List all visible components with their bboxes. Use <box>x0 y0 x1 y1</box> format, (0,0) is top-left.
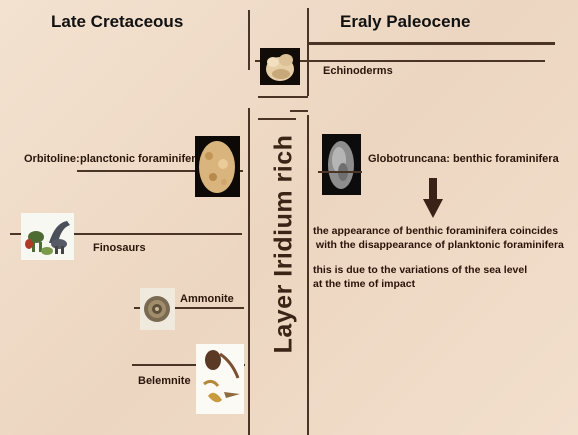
early-paleocene-heading: Eraly Paleocene <box>340 12 471 31</box>
orbitoline-name: Orbitoline: <box>24 153 80 165</box>
iridium-layer-label: Layer Iridium rich <box>269 134 298 354</box>
orbitoline-description: planctonic foraminifera <box>80 153 202 165</box>
boundary-tick-upper <box>258 96 308 98</box>
boundary-line-right-bottom <box>307 115 309 435</box>
boundary-line-left-top <box>248 10 250 70</box>
late-cretaceous-heading: Late Cretaceous <box>51 12 184 31</box>
boundary-line-left-bottom <box>248 108 250 435</box>
belemnite-image <box>196 344 244 414</box>
ammonite-line <box>134 307 244 309</box>
sea-level-note: this is due to the variations of the sea… <box>313 264 528 290</box>
finosaurs-image <box>21 213 74 260</box>
coincidence-note: the appearance of benthic foraminifera c… <box>313 225 564 251</box>
finosaurs-label: Finosaurs <box>93 242 146 254</box>
echinoderms-label: Echinoderms <box>323 65 393 77</box>
finosaurs-line <box>10 233 242 235</box>
echinoderms-image <box>260 48 300 85</box>
globotruncana-image <box>322 134 361 195</box>
boundary-line-right-top <box>307 8 309 96</box>
echinoderms-line <box>255 60 545 62</box>
orbitoline-image <box>195 136 240 197</box>
boundary-tick-mid-right <box>290 110 308 112</box>
globotruncana-line <box>318 171 362 173</box>
globotruncana-label: Globotruncana: benthic foraminifera <box>368 153 559 165</box>
ammonite-label: Ammonite <box>180 293 234 305</box>
ammonite-image <box>140 288 175 330</box>
orbitoline-line <box>77 170 243 172</box>
belemnite-line <box>132 364 245 366</box>
paleocene-top-line <box>307 42 555 45</box>
down-arrow-icon <box>423 178 443 218</box>
belemnite-label: Belemnite <box>138 375 191 387</box>
boundary-tick-mid-left <box>258 118 296 120</box>
